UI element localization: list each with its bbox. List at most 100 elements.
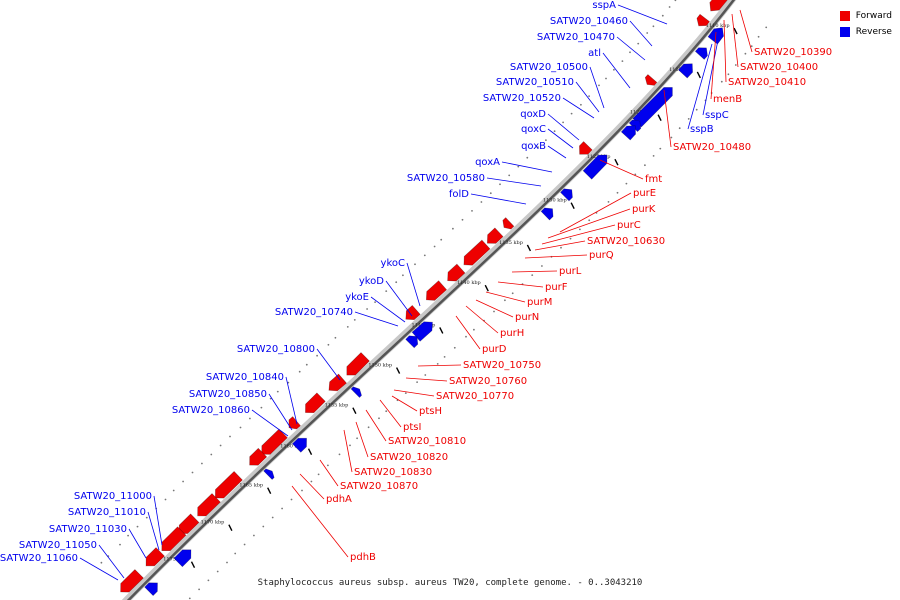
reverse-gene-label: sspA — [592, 0, 616, 11]
reverse-gene-label: ykoC — [381, 258, 405, 269]
track-dot — [239, 426, 242, 429]
leader-line — [547, 113, 580, 141]
track-dot — [625, 182, 628, 185]
track-dot — [210, 453, 213, 456]
track-dot — [334, 336, 337, 339]
track-dot — [182, 480, 185, 483]
forward-gene-label: SATW20_10390 — [754, 47, 832, 58]
leader-line — [710, 31, 717, 100]
leader-line — [405, 377, 448, 382]
track-dot — [504, 299, 506, 302]
track-dot — [695, 108, 698, 111]
forward-gene-arrow — [463, 239, 491, 266]
forward-gene-arrow — [249, 447, 268, 466]
map-caption: Staphylococcus aureus subsp. aureus TW20… — [257, 578, 643, 588]
leader-line — [616, 36, 646, 61]
track-dot — [100, 561, 103, 564]
forward-gene-label: fmt — [645, 174, 662, 185]
forward-gene-label: purK — [632, 204, 656, 215]
leader-line — [687, 43, 713, 130]
track-dot — [327, 343, 330, 346]
track-dot — [744, 52, 747, 55]
track-dot — [356, 437, 358, 440]
gene-features — [120, 0, 728, 597]
leader-line — [153, 495, 163, 546]
leader-line — [524, 254, 588, 259]
label-leader-lines — [79, 4, 753, 581]
tick-mark — [484, 284, 489, 292]
reverse-gene-arrow — [620, 125, 636, 141]
reverse-gene-label: SATW20_10740 — [275, 307, 353, 318]
forward-gene-label: pdhB — [350, 552, 376, 563]
reverse-gene-label: SATW20_10510 — [496, 77, 574, 88]
reverse-gene-arrow — [540, 207, 554, 221]
track-dot — [598, 84, 600, 87]
reverse-gene-label: sspC — [705, 110, 729, 121]
track-dot — [616, 191, 619, 194]
track-dot — [613, 68, 615, 71]
reverse-gene-arrow — [582, 154, 608, 180]
reverse-gene-label: SATW20_10460 — [550, 16, 628, 27]
track-dot — [262, 525, 265, 528]
forward-gene-label: SATW20_10830 — [354, 467, 432, 478]
track-dot — [305, 363, 308, 366]
gene-labels: sspASATW20_10460SATW20_10470atlSATW20_10… — [0, 0, 832, 564]
leader-line — [385, 280, 413, 317]
reverse-gene-label: ykoD — [359, 276, 384, 287]
track-dot — [402, 274, 404, 277]
leader-line — [617, 4, 668, 25]
tick-label: 1160 kbp — [280, 444, 304, 450]
track-dot — [201, 462, 203, 465]
tick-label: 1150 kbp — [368, 363, 392, 369]
track-dot — [378, 417, 380, 420]
track-dot — [188, 597, 191, 600]
leader-line — [511, 270, 558, 273]
track-dot — [191, 471, 194, 474]
track-dot — [290, 498, 293, 501]
track-dot — [727, 73, 730, 76]
leader-line — [559, 192, 632, 233]
leader-line — [417, 364, 462, 367]
leader-line — [79, 557, 119, 581]
track-dot — [588, 95, 590, 97]
forward-gene-label: SATW20_10630 — [587, 236, 665, 247]
leader-line — [562, 97, 595, 119]
leader-line — [365, 409, 387, 442]
leader-line — [663, 89, 672, 148]
tick-label: 1110 kbp — [706, 23, 730, 29]
track-dot — [661, 14, 664, 17]
track-dot — [207, 579, 210, 582]
forward-gene-label: ptsH — [419, 406, 442, 417]
track-dot — [316, 354, 318, 357]
track-dot — [281, 507, 283, 510]
track-dot — [734, 64, 737, 66]
track-dot — [416, 381, 418, 383]
track-dot — [553, 130, 556, 133]
track-dot — [298, 370, 301, 373]
reverse-gene-arrow — [411, 321, 433, 342]
reverse-gene-arrow — [263, 468, 275, 480]
reverse-gene-label: SATW20_11060 — [0, 553, 78, 564]
track-dot — [145, 516, 148, 519]
track-dot — [440, 238, 443, 241]
leader-line — [575, 81, 600, 113]
tick-mark — [190, 561, 196, 569]
track-dot — [229, 435, 231, 438]
track-dot — [562, 121, 564, 124]
tick-mark — [439, 327, 444, 334]
forward-gene-arrow — [405, 304, 421, 321]
forward-gene-label: SATW20_10410 — [728, 77, 806, 88]
tick-label: 1140 kbp — [457, 280, 481, 286]
track-dot — [508, 174, 511, 177]
track-dot — [349, 444, 351, 447]
backbone-shadow — [121, 0, 737, 600]
leader-line — [470, 193, 527, 205]
leader-line — [355, 421, 369, 458]
track-dot — [499, 183, 501, 186]
tick-label: 1165 kbp — [239, 483, 263, 489]
forward-gene-arrow — [346, 352, 370, 376]
track-dot — [436, 363, 439, 365]
leader-line — [319, 459, 339, 487]
track-dot — [301, 489, 303, 492]
